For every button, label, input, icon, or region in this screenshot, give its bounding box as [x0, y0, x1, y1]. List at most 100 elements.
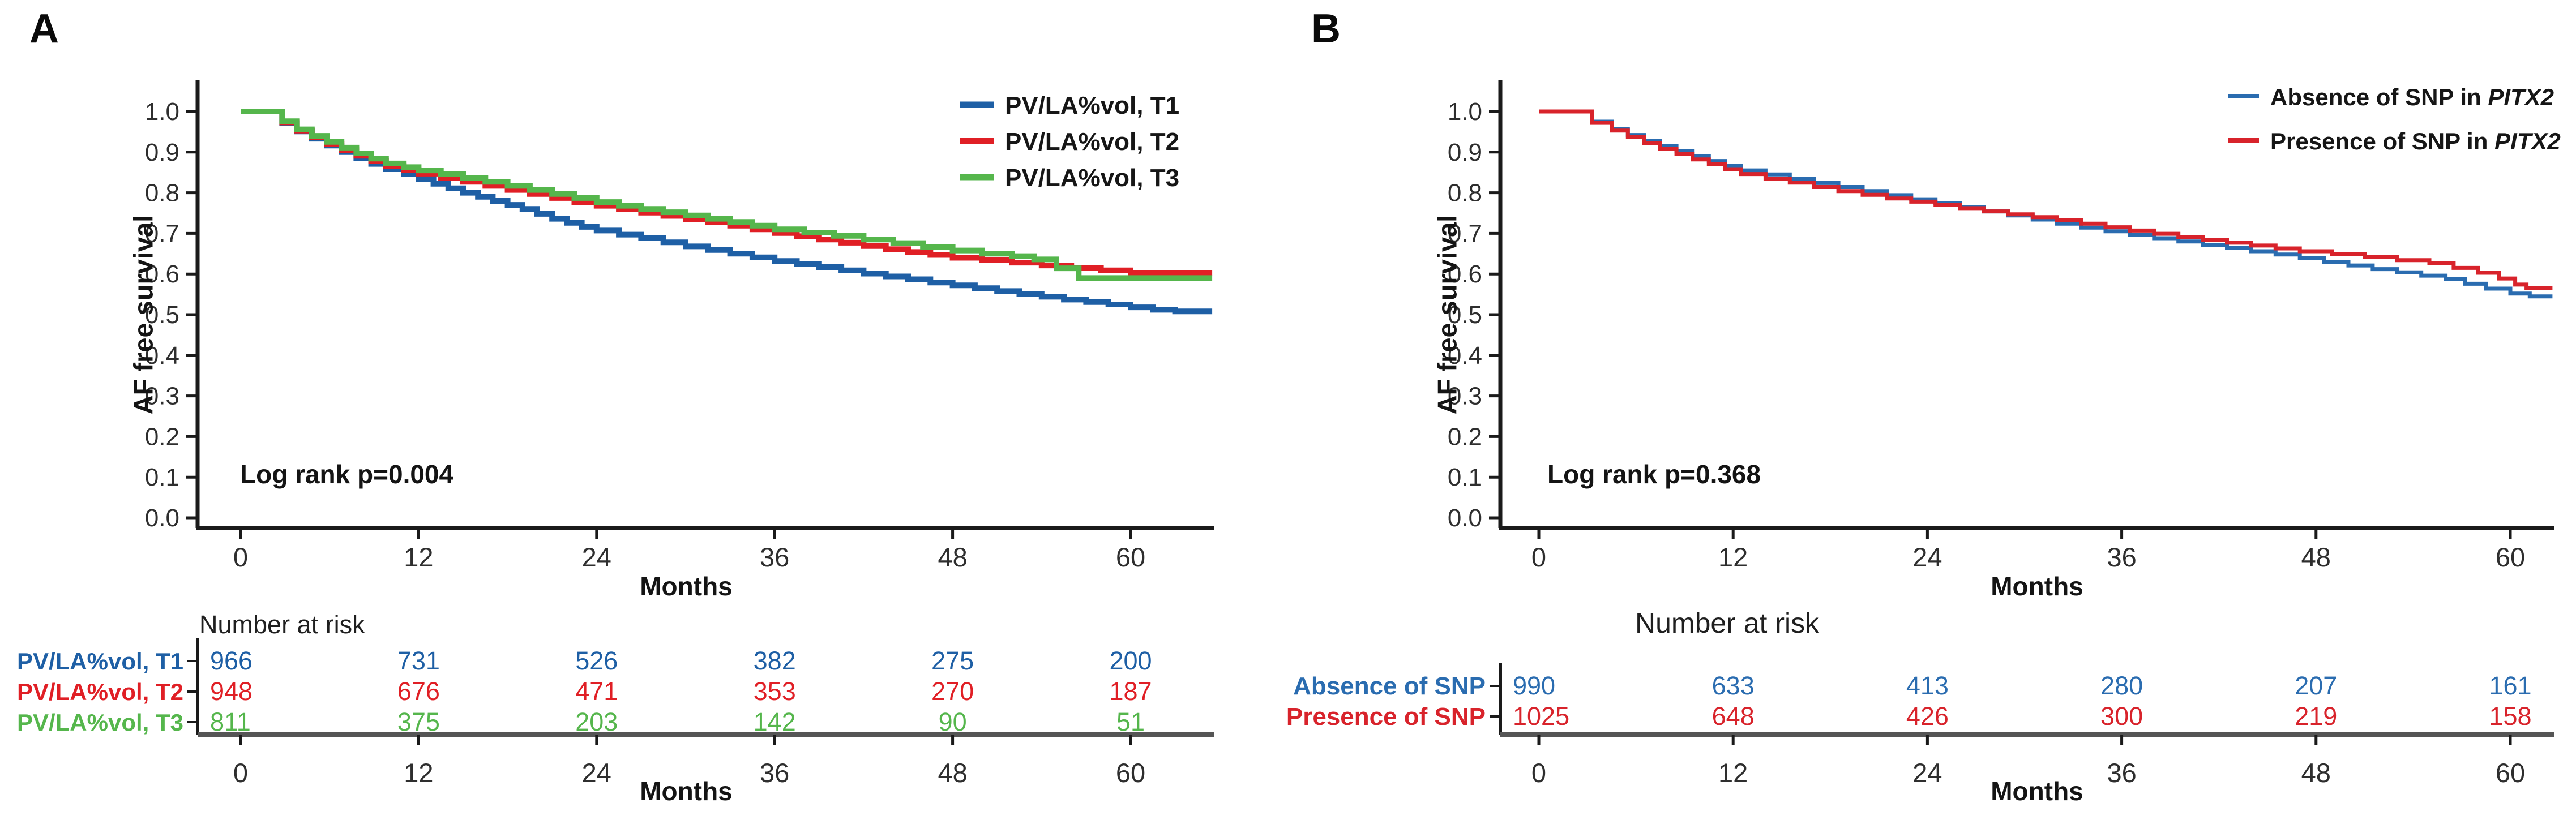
- panel-a-y-tick-label: 0.3: [145, 383, 179, 410]
- panel-a-y-tick-label: 0.1: [145, 463, 179, 491]
- risk-value-pv-la-vol-t2-m60: 187: [1109, 677, 1152, 706]
- risk-value-absence-of-snp-m12: 633: [1712, 671, 1755, 700]
- panel-a-x-axis-title: Months: [640, 572, 733, 601]
- risk-value-pv-la-vol-t3-m48: 90: [939, 707, 967, 736]
- panel-a-risk-tick-label: 36: [760, 758, 789, 788]
- panel-a-risk-tick-label: 0: [233, 758, 248, 788]
- risk-value-pv-la-vol-t2-m0: 948: [210, 677, 253, 706]
- panel-b-y-tick-label: 0.2: [1448, 423, 1482, 450]
- panel-b-y-tick-label: 0.9: [1448, 139, 1482, 166]
- panel-a-x-tick-label: 60: [1116, 542, 1145, 572]
- panel-b-risk-tick-label: 24: [1912, 758, 1942, 788]
- panel-b-risk-tick-label: 48: [2301, 758, 2331, 788]
- panel-b-y-tick-label: 0.6: [1448, 260, 1482, 288]
- panel-a-risk-tick-label: 24: [582, 758, 611, 788]
- risk-row-label-pv-la-vol-t2: PV/LA%vol, T2: [17, 679, 183, 705]
- panel-a-y-axis-title: AF free survival: [128, 214, 159, 415]
- km-curve-pv-la-vol-t1: [241, 109, 1213, 315]
- km-curve-presence-of-snp: [1539, 109, 2553, 290]
- panel-a-x-tick-label: 36: [760, 542, 789, 572]
- panel-b-risk-tick-label: 0: [1531, 758, 1546, 788]
- panel-a-risk-table-title: Number at risk: [199, 610, 365, 639]
- panel-b-y-tick-label: 0.5: [1448, 301, 1482, 329]
- risk-value-presence-of-snp-m36: 300: [2100, 702, 2143, 731]
- risk-value-pv-la-vol-t3-m24: 203: [575, 707, 618, 736]
- legend-label-pv-la-vol-t3: PV/LA%vol, T3: [1005, 164, 1179, 192]
- risk-value-pv-la-vol-t1-m24: 526: [575, 646, 618, 675]
- risk-value-pv-la-vol-t2-m24: 471: [575, 677, 618, 706]
- risk-row-label-pv-la-vol-t3: PV/LA%vol, T3: [17, 709, 183, 736]
- panel-a-y-tick-label: 0.0: [145, 504, 179, 532]
- panel-a-letter: A: [29, 6, 60, 51]
- panel-b-x-tick-label: 0: [1531, 542, 1546, 572]
- panel-a-x-tick-label: 0: [233, 542, 248, 572]
- legend-label-absence-of-snp-in-pitx2: Absence of SNP in PITX2: [2270, 84, 2554, 110]
- risk-value-pv-la-vol-t1-m48: 275: [931, 646, 974, 675]
- risk-value-pv-la-vol-t2-m36: 353: [754, 677, 796, 706]
- panel-a-x-tick-label: 48: [938, 542, 967, 572]
- risk-value-absence-of-snp-m48: 207: [2295, 671, 2337, 700]
- risk-value-pv-la-vol-t2-m48: 270: [931, 677, 974, 706]
- panel-b-y-tick-label: 0.0: [1448, 504, 1482, 532]
- panel-a-y-tick-label: 0.7: [145, 220, 179, 247]
- panel-b-plot: 1.0 0.9 0.8 0.7 0.6 0.5 0.4 0.3 0.2 0.1 0.0 0 12 24 36…: [1286, 80, 2561, 788]
- panel-b-logrank-annotation: Log rank p=0.368: [1547, 460, 1761, 489]
- risk-value-presence-of-snp-m0: 1025: [1513, 702, 1569, 731]
- panel-b-y-tick-label: 0.8: [1448, 179, 1482, 207]
- panel-a-x-tick-label: 24: [582, 542, 611, 572]
- risk-value-pv-la-vol-t1-m12: 731: [397, 646, 440, 675]
- panel-a-risk-axis-title: Months: [640, 776, 733, 806]
- panel-a-y-tick-label: 0.8: [145, 179, 179, 207]
- panel-b-y-tick-label: 0.7: [1448, 220, 1482, 247]
- panel-a-y-tick-label: 0.4: [145, 342, 179, 370]
- risk-value-pv-la-vol-t2-m12: 676: [397, 677, 440, 706]
- risk-row-label-pv-la-vol-t1: PV/LA%vol, T1: [17, 648, 183, 675]
- panel-a-risk-tick-label: 60: [1116, 758, 1145, 788]
- panel-b-risk-axis-title: Months: [1991, 776, 2083, 806]
- risk-value-pv-la-vol-t3-m12: 375: [397, 707, 440, 736]
- panel-b-risk-tick-label: 60: [2496, 758, 2525, 788]
- panel-b-x-tick-label: 12: [1718, 542, 1748, 572]
- panel-a-y-tick-label: 0.6: [145, 260, 179, 288]
- risk-value-pv-la-vol-t3-m0: 811: [210, 707, 251, 736]
- risk-value-absence-of-snp-m24: 413: [1906, 671, 1949, 700]
- risk-value-pv-la-vol-t3-m60: 51: [1116, 707, 1145, 736]
- panel-a-x-tick-label: 12: [404, 542, 433, 572]
- risk-value-absence-of-snp-m0: 990: [1513, 671, 1555, 700]
- risk-value-presence-of-snp-m12: 648: [1712, 702, 1755, 731]
- panel-b-x-tick-label: 24: [1912, 542, 1942, 572]
- risk-value-pv-la-vol-t1-m36: 382: [754, 646, 796, 675]
- panel-a-y-tick-label: 0.2: [145, 423, 179, 450]
- risk-row-label-presence-of-snp: Presence of SNP: [1286, 703, 1486, 731]
- panel-b-y-tick-label: 0.1: [1448, 463, 1482, 491]
- risk-value-absence-of-snp-m36: 280: [2100, 671, 2143, 700]
- legend-label-pv-la-vol-t2: PV/LA%vol, T2: [1005, 128, 1179, 156]
- panel-b-x-tick-label: 60: [2496, 542, 2525, 572]
- risk-value-presence-of-snp-m24: 426: [1906, 702, 1949, 731]
- panel-a-plot: 1.0 0.9 0.8 0.7 0.6 0.5 0.4 0.3 0.2 0.1 0.0 0 12 24 36…: [17, 80, 1214, 788]
- panel-b-risk-tick-label: 36: [2107, 758, 2136, 788]
- panel-b-y-tick-label: 0.4: [1448, 342, 1482, 370]
- panel-b-y-tick-label: 0.3: [1448, 383, 1482, 410]
- panel-b-y-axis-title: AF free survival: [1432, 214, 1462, 415]
- panel-a-risk-tick-label: 48: [938, 758, 967, 788]
- risk-value-presence-of-snp-m48: 219: [2295, 702, 2337, 731]
- risk-row-label-absence-of-snp: Absence of SNP: [1293, 672, 1486, 700]
- panel-b-risk-table-title: Number at risk: [1635, 607, 1820, 639]
- risk-value-pv-la-vol-t1-m60: 200: [1109, 646, 1152, 675]
- risk-value-absence-of-snp-m60: 161: [2489, 671, 2531, 700]
- risk-value-pv-la-vol-t3-m36: 142: [754, 707, 796, 736]
- panel-a-y-tick-label: 0.9: [145, 139, 179, 166]
- panel-b-x-tick-label: 36: [2107, 542, 2136, 572]
- km-curve-pv-la-vol-t3: [241, 109, 1213, 281]
- panel-b-letter: B: [1311, 6, 1342, 51]
- legend-label-pv-la-vol-t1: PV/LA%vol, T1: [1005, 92, 1179, 119]
- panel-b-x-tick-label: 48: [2301, 542, 2331, 572]
- panel-b-risk-tick-label: 12: [1718, 758, 1748, 788]
- legend-label-presence-of-snp-in-pitx2: Presence of SNP in PITX2: [2270, 128, 2561, 154]
- panel-b-y-tick-label: 1.0: [1448, 98, 1482, 126]
- risk-value-presence-of-snp-m60: 158: [2489, 702, 2531, 731]
- panel-b-x-axis-title: Months: [1991, 572, 2083, 601]
